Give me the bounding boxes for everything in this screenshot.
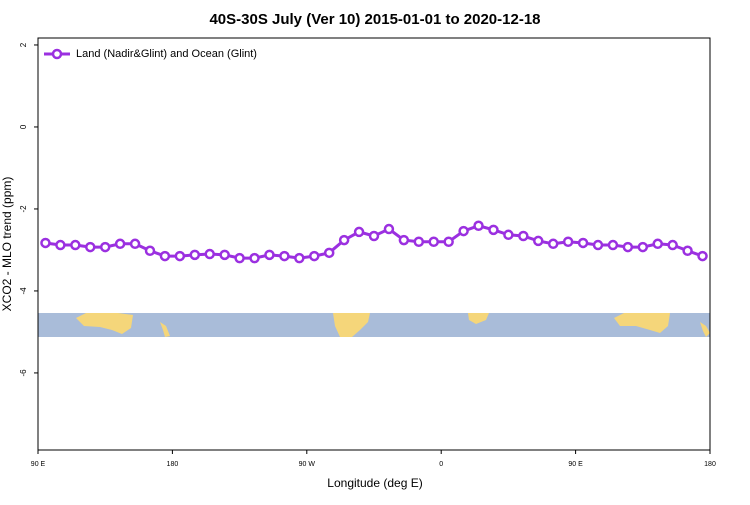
series-line bbox=[45, 224, 704, 260]
point bbox=[144, 245, 156, 257]
point bbox=[383, 223, 395, 235]
map-strip bbox=[38, 313, 710, 337]
y-tick-label: 0 bbox=[19, 124, 28, 129]
point bbox=[533, 235, 544, 247]
point bbox=[85, 241, 96, 253]
point bbox=[99, 241, 111, 253]
point bbox=[592, 239, 604, 251]
x-tick-label: 90 E bbox=[31, 461, 46, 468]
point bbox=[503, 229, 514, 241]
point bbox=[234, 252, 245, 264]
point bbox=[413, 236, 425, 247]
point bbox=[159, 250, 171, 262]
point bbox=[398, 234, 410, 246]
point bbox=[70, 239, 81, 251]
point bbox=[667, 239, 678, 251]
y-tick-label: -4 bbox=[19, 287, 28, 295]
point bbox=[279, 250, 290, 262]
point bbox=[353, 226, 365, 238]
x-tick-label: 90 W bbox=[299, 461, 316, 468]
point bbox=[129, 238, 141, 250]
point bbox=[547, 238, 559, 250]
point bbox=[309, 250, 320, 262]
point bbox=[249, 252, 260, 264]
x-tick-label: 180 bbox=[704, 461, 716, 468]
point bbox=[338, 234, 350, 246]
y-axis-label: XCO2 - MLO trend (ppm) bbox=[0, 177, 14, 312]
point bbox=[294, 252, 305, 264]
legend-marker bbox=[51, 48, 63, 60]
point bbox=[622, 241, 634, 253]
point bbox=[189, 249, 201, 261]
point bbox=[204, 248, 215, 260]
point bbox=[682, 245, 693, 257]
point bbox=[518, 230, 529, 242]
point bbox=[458, 225, 469, 237]
point bbox=[40, 237, 51, 249]
point bbox=[652, 238, 663, 250]
chart-title: 40S-30S July (Ver 10) 2015-01-01 to 2020… bbox=[209, 11, 540, 28]
x-tick-label: 0 bbox=[439, 461, 443, 468]
point bbox=[323, 247, 335, 259]
point bbox=[637, 241, 649, 253]
point bbox=[577, 237, 589, 249]
point bbox=[607, 239, 619, 251]
point bbox=[428, 236, 439, 247]
point bbox=[55, 239, 66, 251]
point bbox=[219, 249, 230, 261]
point bbox=[562, 236, 574, 247]
y-tick-label: 2 bbox=[19, 42, 28, 47]
point bbox=[114, 238, 126, 250]
point bbox=[697, 250, 708, 262]
legend-label: Land (Nadir&Glint) and Ocean (Glint) bbox=[76, 48, 257, 60]
x-axis-label: Longitude (deg E) bbox=[327, 476, 422, 490]
x-tick-label: 180 bbox=[167, 461, 179, 468]
point bbox=[264, 249, 275, 261]
y-tick-label: -2 bbox=[19, 205, 28, 213]
x-tick-label: 90 E bbox=[568, 461, 583, 468]
plot-frame bbox=[37, 37, 711, 451]
point bbox=[488, 224, 499, 236]
point bbox=[473, 220, 484, 232]
point bbox=[443, 236, 454, 247]
point bbox=[368, 230, 380, 242]
point bbox=[174, 250, 186, 262]
y-tick-label: -6 bbox=[19, 369, 28, 377]
